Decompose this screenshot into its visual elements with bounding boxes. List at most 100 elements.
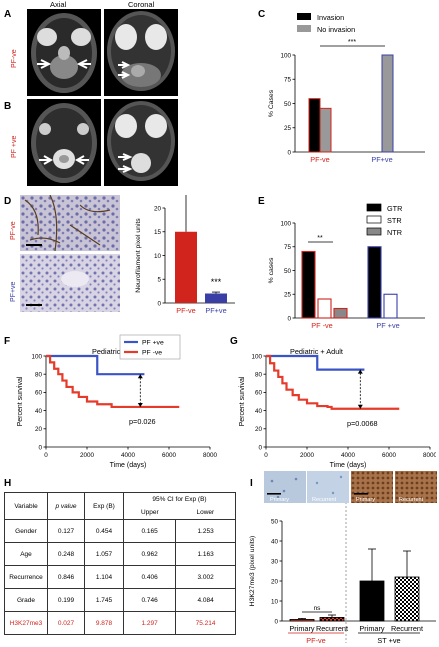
bar-ntr: [333, 307, 348, 319]
mri-axial-title: Axial: [50, 0, 67, 9]
table-cell: Recurrence: [4, 565, 48, 589]
table-header: 95% CI for Exp (B): [123, 492, 236, 506]
chart-i-y-label: H3K27me3 (pixel units): [249, 536, 256, 607]
chart-c: Invasion No invasion 0 25 50 75 100 % Cases PF…: [268, 13, 425, 164]
table-row: Age 0.248 1.057 0.962 1.163: [4, 542, 236, 566]
arrowhead-down: [137, 402, 143, 407]
x-tick-label: 4000: [341, 452, 356, 459]
survival-curve-pf-pos: [266, 354, 365, 371]
chart-e-y-tick-label: 25: [284, 292, 292, 299]
table-cell: 0.962: [122, 542, 177, 566]
chart-i-y-tick-label: 50: [271, 518, 279, 525]
table-cell: 0.406: [122, 565, 177, 589]
x-tick-label: 8000: [423, 452, 436, 459]
chart-e-y-tick-label: 75: [284, 244, 292, 251]
table-cell: 1.745: [84, 588, 124, 612]
legend-swatch-no-invasion: [297, 25, 311, 32]
table-header: Exp (B): [84, 492, 124, 520]
legend-swatch-str: [366, 215, 382, 224]
y-tick-label: 60: [35, 390, 43, 397]
table-cell: 0.746: [122, 588, 177, 612]
chart-i-y-tick-label: 20: [271, 578, 279, 585]
significance-label: ns: [314, 605, 322, 612]
legend-label: PF -ve: [142, 350, 162, 357]
chart-e-y-tick-label: 0: [287, 315, 291, 322]
x-tick-label: 2000: [80, 452, 95, 459]
arrowhead-up: [137, 374, 143, 379]
chart-i-y-tick-label: 30: [271, 558, 279, 565]
table-cell: 4.084: [175, 588, 236, 612]
mri-row-a-label: PF-ve: [11, 49, 18, 68]
legend-label: PF +ve: [142, 340, 164, 347]
bar-gtr: [301, 250, 316, 319]
table-header: Upper: [122, 506, 176, 520]
chart-e-y-tick-label: 100: [280, 220, 291, 227]
group-label-pf-ve: PF-ve: [306, 636, 325, 645]
chart-i-y-tick-label: 40: [271, 538, 279, 545]
x-axis-label: Time (days): [330, 462, 367, 469]
chart-d-y-tick-label: 20: [154, 205, 162, 212]
y-tick-label: 100: [31, 353, 42, 360]
histo-i-4: [395, 471, 437, 503]
y-axis-label: Percent survival: [239, 376, 246, 426]
x-tick-label: 8000: [203, 452, 218, 459]
chart-d-y-label: Neurofilament pixel units: [135, 218, 142, 293]
bar-primary: [289, 619, 315, 622]
y-axis-label: Percent survival: [17, 376, 24, 426]
chart-c-y-tick-label: 75: [284, 77, 292, 84]
regression-table: Variable p value Exp (B) 95% CI for Exp …: [4, 492, 236, 635]
chart-d-y-tick-label: 15: [154, 229, 162, 236]
y-tick-label: 20: [35, 426, 43, 433]
p-value: p=0.026: [129, 417, 156, 426]
legend-swatch-ntr: [366, 227, 382, 236]
table-cell: 1.104: [84, 565, 124, 589]
chart-i-x-label: Recurrent: [316, 624, 348, 633]
histo-i-label: Recurrent: [399, 497, 424, 503]
table-cell: 1.297: [122, 611, 177, 635]
y-tick-label: 20: [255, 426, 263, 433]
mri-coronal-title: Coronal: [128, 0, 155, 9]
histo-i-label: Primary: [270, 497, 289, 503]
chart-e-y-label: % cases: [268, 257, 275, 283]
chart-i-y-tick-label: 0: [274, 618, 278, 625]
bar-primary: [359, 580, 385, 622]
chart-d: 0 5 10 15 20 Neurofilament pixel units PF-ve PF…: [135, 195, 235, 315]
table-cell: 0.454: [84, 519, 124, 543]
histo-d-bottom: [20, 254, 120, 312]
x-tick-label: 0: [44, 452, 48, 459]
chart-c-x-label: PF+ve: [371, 155, 392, 164]
mri-row-b-label: PF +ve: [11, 135, 18, 158]
table-cell: 0.027: [47, 611, 85, 635]
arrowhead-up: [357, 369, 363, 374]
bar-pf+ve: [205, 293, 227, 303]
panel-label-i: I: [250, 478, 253, 489]
bar-invasion: [308, 98, 321, 153]
table-row: Grade 0.199 1.745 0.746 4.084: [4, 588, 236, 612]
histo-i-1: [264, 471, 306, 503]
table-header: p value: [47, 492, 85, 520]
table-row: H3K27me3 0.027 9.878 1.297 75.214: [4, 611, 236, 635]
chart-c-y-tick-label: 25: [284, 125, 292, 132]
chart-c-y-tick-label: 100: [280, 52, 291, 59]
arrowhead-down: [357, 404, 363, 409]
chart-title: Pediatric + Adult: [290, 347, 343, 356]
panel-label-c: C: [258, 9, 266, 20]
stats-table: Variable p value Exp (B) 95% CI for Exp …: [4, 492, 236, 635]
legend-swatch-invasion: [297, 13, 311, 20]
group-label-st-ve: ST +ve: [377, 636, 400, 645]
bar-str: [383, 293, 398, 319]
y-tick-label: 80: [255, 372, 263, 379]
chart-g: 0 20 40 60 80 100 0 2000 4000 6000 8000 Percent sur…: [239, 347, 436, 469]
bar-recurrent: [319, 617, 345, 622]
legend-swatch-gtr: [366, 203, 382, 212]
histo-i-label: Primary: [356, 497, 375, 503]
legend-label-str: STR: [387, 216, 402, 225]
panel-label-f: F: [4, 336, 11, 347]
y-tick-label: 40: [255, 408, 263, 415]
chart-d-y-tick-label: 5: [157, 277, 161, 284]
chart-i-x-label: Primary: [289, 624, 314, 633]
table-cell: 3.002: [175, 565, 236, 589]
panel-label-h: H: [4, 478, 12, 489]
table-cell: 9.878: [84, 611, 124, 635]
chart-d-x-label: PF+ve: [205, 306, 226, 315]
